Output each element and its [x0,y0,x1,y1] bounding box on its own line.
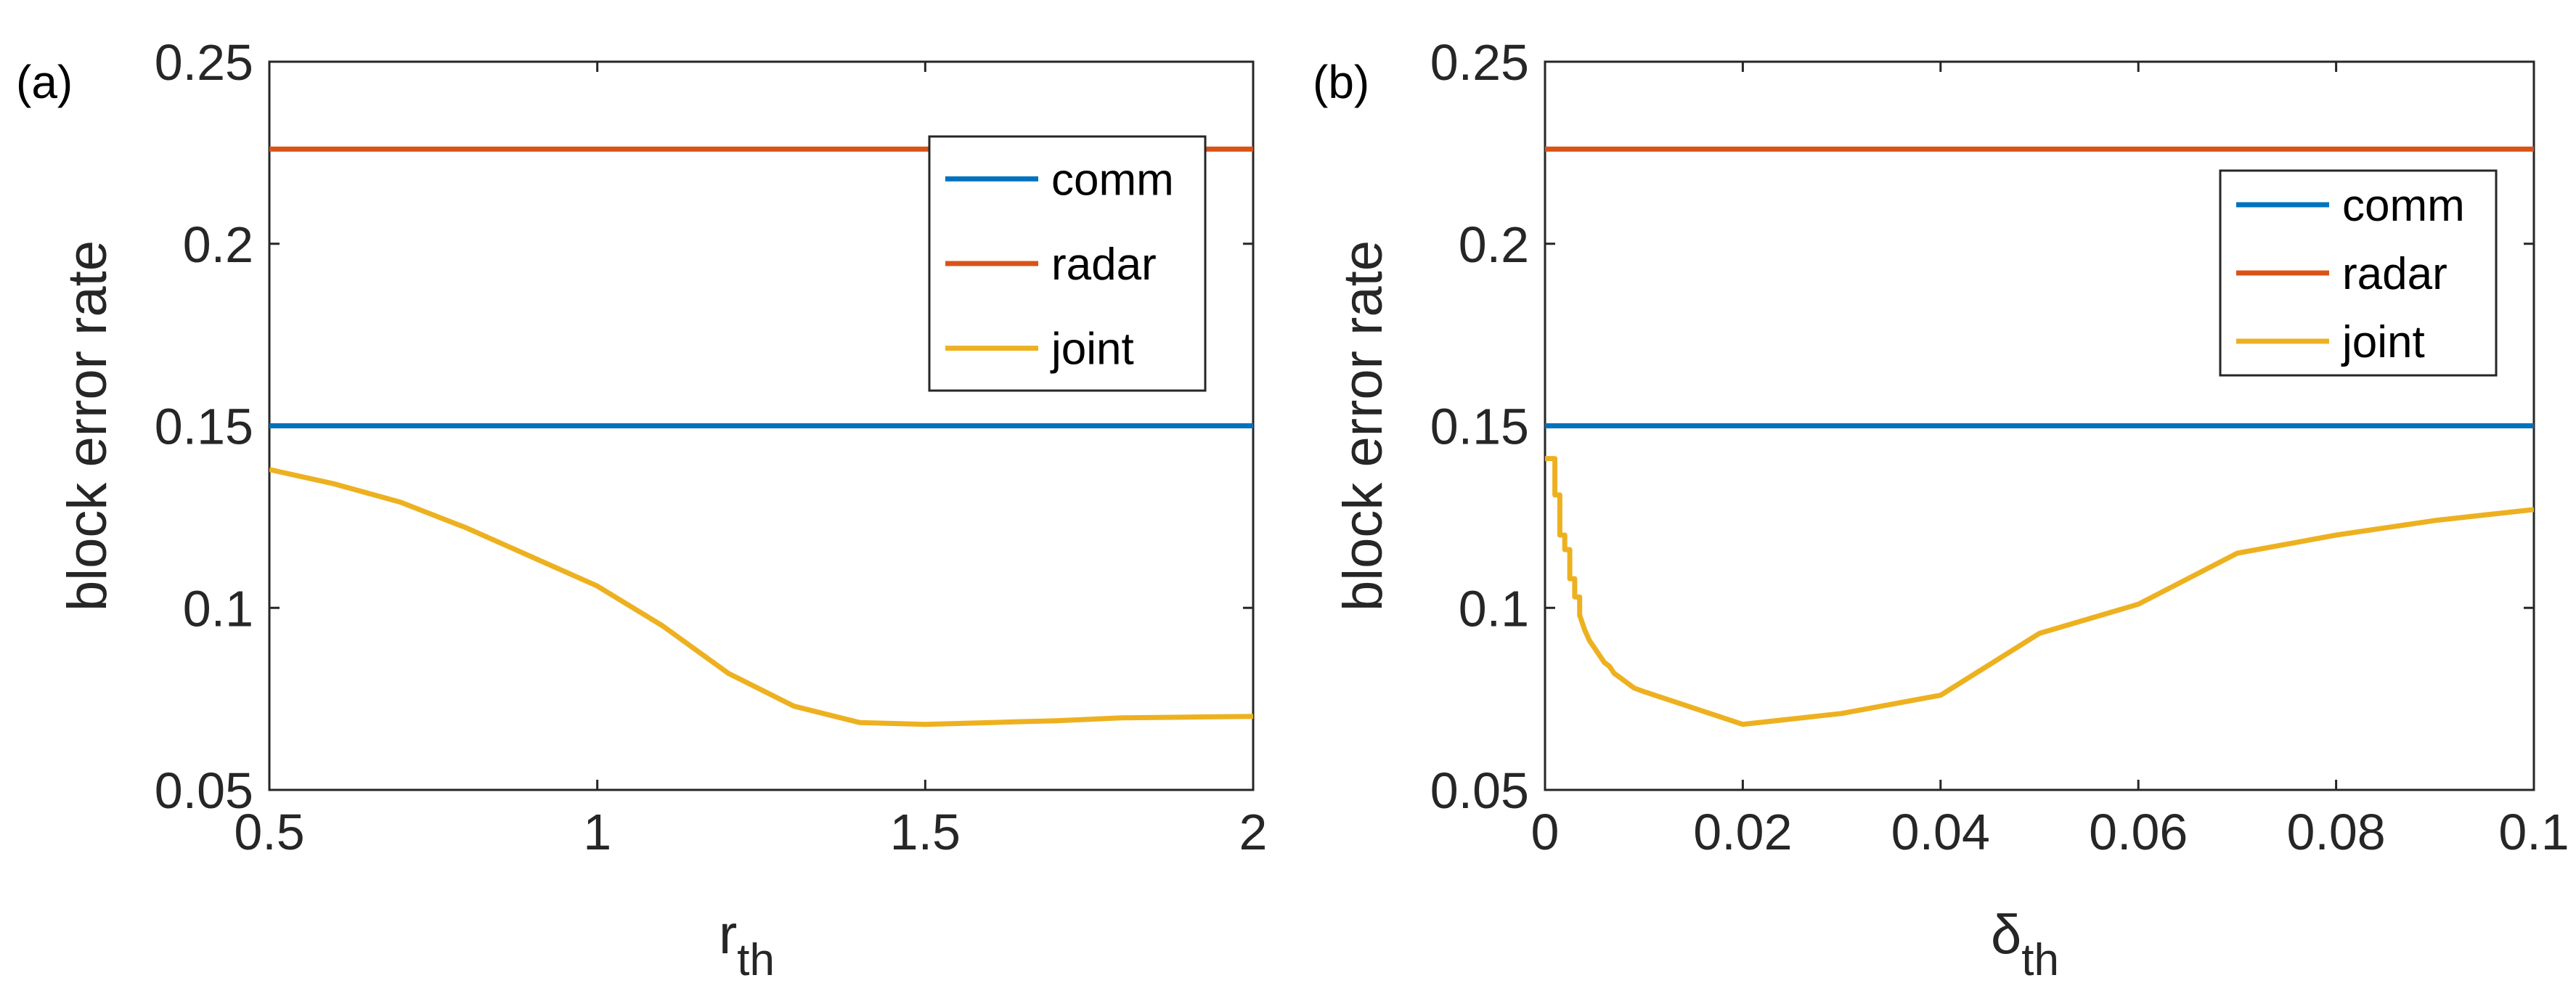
x-axis-label-subscript: th [2021,935,2059,985]
legend-entry-radar: radar [2342,249,2447,299]
y-tick-label: 0.15 [155,399,253,455]
x-axis-label-subscript: th [737,935,775,985]
y-tick-label: 0.05 [1430,762,1529,819]
x-tick-label: 2 [1239,804,1268,860]
legend-entry-comm: comm [2342,181,2465,231]
x-tick-label: 0.08 [2286,804,2385,860]
x-axis-label-main: r [719,904,737,966]
legend-entry-joint: joint [1050,325,1134,375]
series-group [1545,146,2534,727]
legend-entry-comm: comm [1051,155,1174,205]
x-tick-label: 1 [583,804,611,860]
legend-entry-joint: joint [2341,317,2425,367]
series-line-joint [1545,456,2534,727]
panel-b: 0 0.02 0.04 0.06 0.08 0.1 0.05 0.1 0.15 0.2 0.25 bl… [1313,34,2569,985]
y-tick-label: 0.25 [155,34,253,91]
x-tick-label: 0.5 [234,804,304,860]
legend-entry-radar: radar [1051,240,1157,290]
x-axis-label: δth [1991,904,2059,985]
panel-a: 0.5 1 1.5 2 0.05 0.1 0.15 0.2 0.25 block error ra… [16,34,1267,985]
y-tick-label: 0.2 [1459,216,1529,273]
y-tick-label: 0.1 [183,580,253,637]
y-tick-label: 0.25 [1430,34,1529,91]
x-axis-label: rth [719,904,775,985]
y-tick-label: 0.2 [183,216,253,273]
y-tick-label: 0.1 [1459,580,1529,637]
x-tick-label: 0.02 [1693,804,1792,860]
y-tick-label: 0.05 [155,762,253,819]
x-tick-label: 1.5 [890,804,961,860]
panel-label: (b) [1313,56,1369,108]
x-tick-label: 0.1 [2498,804,2569,860]
series-line-joint [269,467,1253,727]
y-axis-label: block error rate [1332,240,1394,611]
x-tick-label: 0 [1531,804,1560,860]
x-tick-label: 0.04 [1891,804,1990,860]
y-axis-label: block error rate [57,240,118,611]
y-tick-label: 0.15 [1430,399,1529,455]
x-tick-label: 0.06 [2089,804,2188,860]
panel-label: (a) [16,56,73,108]
x-axis-label-main: δ [1991,904,2021,966]
